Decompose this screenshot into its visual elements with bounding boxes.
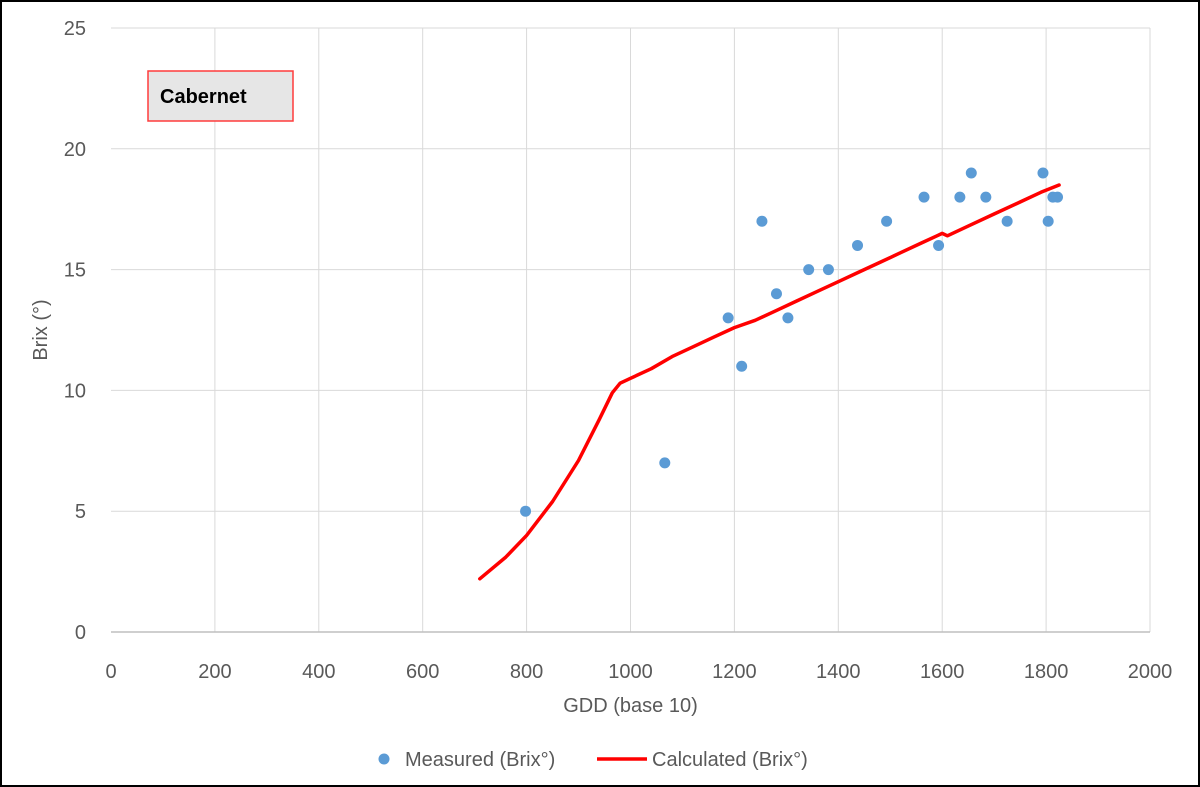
y-tick-label: 0	[75, 622, 86, 644]
data-point-measured	[756, 215, 768, 227]
x-tick-label: 200	[198, 661, 231, 683]
legend-label-calculated: Calculated (Brix°)	[652, 749, 808, 771]
grid-lines	[111, 27, 1151, 632]
data-point-measured	[954, 191, 966, 203]
x-tick-labels: 0 200 400 600 800 1000 1200 1400 1600 1800 2000	[105, 661, 1172, 683]
data-point-measured	[770, 288, 782, 300]
legend: Measured (Brix°) Calculated (Brix°)	[378, 749, 808, 771]
annotation-label: Cabernet	[160, 86, 247, 108]
x-tick-label: 1600	[920, 661, 965, 683]
data-point-measured	[782, 312, 794, 324]
data-point-measured	[803, 264, 815, 276]
legend-label-measured: Measured (Brix°)	[405, 749, 555, 771]
x-tick-label: 1400	[816, 661, 861, 683]
x-axis-title: GDD (base 10)	[563, 695, 698, 717]
y-tick-label: 10	[64, 380, 86, 402]
x-tick-label: 600	[406, 661, 439, 683]
x-tick-label: 1200	[712, 661, 757, 683]
y-tick-labels: 0 5 10 15 20 25	[64, 18, 86, 644]
data-point-measured	[722, 312, 734, 324]
series-layer	[478, 167, 1064, 581]
x-tick-label: 2000	[1128, 661, 1173, 683]
series-line-calculated	[478, 183, 1061, 581]
y-tick-label: 20	[64, 139, 86, 161]
annotation-box-bg	[147, 70, 294, 122]
x-tick-label: 1000	[608, 661, 653, 683]
data-point-measured	[965, 167, 977, 179]
y-axis-title: Brix (°)	[30, 299, 52, 360]
data-point-measured	[1042, 215, 1054, 227]
y-tick-label: 5	[75, 501, 86, 523]
legend-marker-measured	[378, 753, 390, 765]
data-point-measured	[918, 191, 930, 203]
data-point-measured	[736, 360, 748, 372]
data-point-measured	[822, 264, 834, 276]
data-point-measured	[1001, 215, 1013, 227]
data-point-measured	[980, 191, 992, 203]
x-tick-label: 1800	[1024, 661, 1069, 683]
data-point-measured	[852, 239, 864, 251]
data-point-measured	[1052, 191, 1064, 203]
data-point-measured	[881, 215, 893, 227]
x-tick-label: 800	[510, 661, 543, 683]
data-point-measured	[520, 505, 532, 517]
x-tick-label: 0	[105, 661, 116, 683]
data-point-measured	[933, 239, 945, 251]
x-tick-label: 400	[302, 661, 335, 683]
data-point-measured	[659, 457, 671, 469]
y-tick-label: 15	[64, 260, 86, 282]
annotation-box: Cabernet	[147, 70, 294, 122]
data-point-measured	[1037, 167, 1049, 179]
y-tick-label: 25	[64, 18, 86, 40]
